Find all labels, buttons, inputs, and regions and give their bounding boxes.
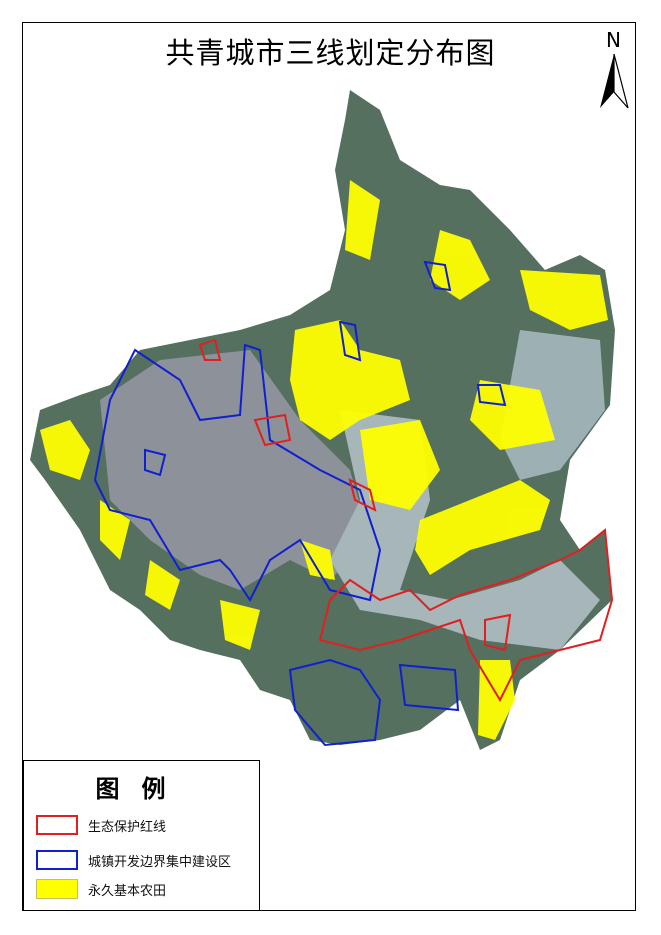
farmland-patch [300,540,335,580]
ecological-redline-zones [198,338,614,703]
urban-boundary-zone [144,448,167,477]
ecological-redline-zone [318,528,614,703]
ecological-redline-zone [348,478,377,512]
legend-item-farmland: 永久基本农田 [36,877,166,901]
farmland-patch [415,480,550,575]
legend-title: 图例 [95,775,188,803]
urban-area [100,350,370,590]
map-frame [22,22,636,911]
farmland-patch [100,500,130,560]
legend-label: 生态保护红线 [88,819,167,835]
urban-boundary-zones [93,260,507,747]
legend-item-urban-boundary: 城镇开发边界集中建设区 [36,848,231,872]
legend-swatch-red-outline [36,815,78,835]
farmland-patch [360,420,440,510]
urban-boundary-zone [288,658,382,747]
farmland-patch [430,230,490,300]
legend-label: 永久基本农田 [88,883,167,899]
north-label: N [606,28,621,52]
farmland-patch [345,180,380,260]
legend: 图例 生态保护红线 城镇开发边界集中建设区 永久基本农田 [23,760,260,911]
farmland-patch [290,320,410,440]
farmland-patch [40,420,90,480]
ecological-redline-zone [198,338,222,361]
farmland-patch [145,560,180,610]
urban-boundary-zone [476,384,507,407]
legend-item-ecological-redline: 生态保护红线 [36,813,166,837]
map-canvas [30,90,615,750]
ecological-redline-zone [484,613,512,652]
map-title: 共青城市三线划定分布图 [165,36,496,70]
urban-boundary-zone [423,260,452,292]
farmland-areas [40,180,608,740]
north-arrow-icon [600,53,629,109]
urban-boundary-zone [398,663,460,712]
legend-swatch-yellow-fill [36,879,78,899]
farmland-patch [520,270,608,330]
urban-boundary-zone [338,320,362,362]
farmland-patch [220,600,260,650]
farmland-patch [470,380,555,450]
urban-boundary-zone [93,343,382,602]
ecological-redline-zone [253,413,292,447]
legend-label: 城镇开发边界集中建设区 [88,854,232,870]
legend-swatch-blue-outline [36,850,78,870]
